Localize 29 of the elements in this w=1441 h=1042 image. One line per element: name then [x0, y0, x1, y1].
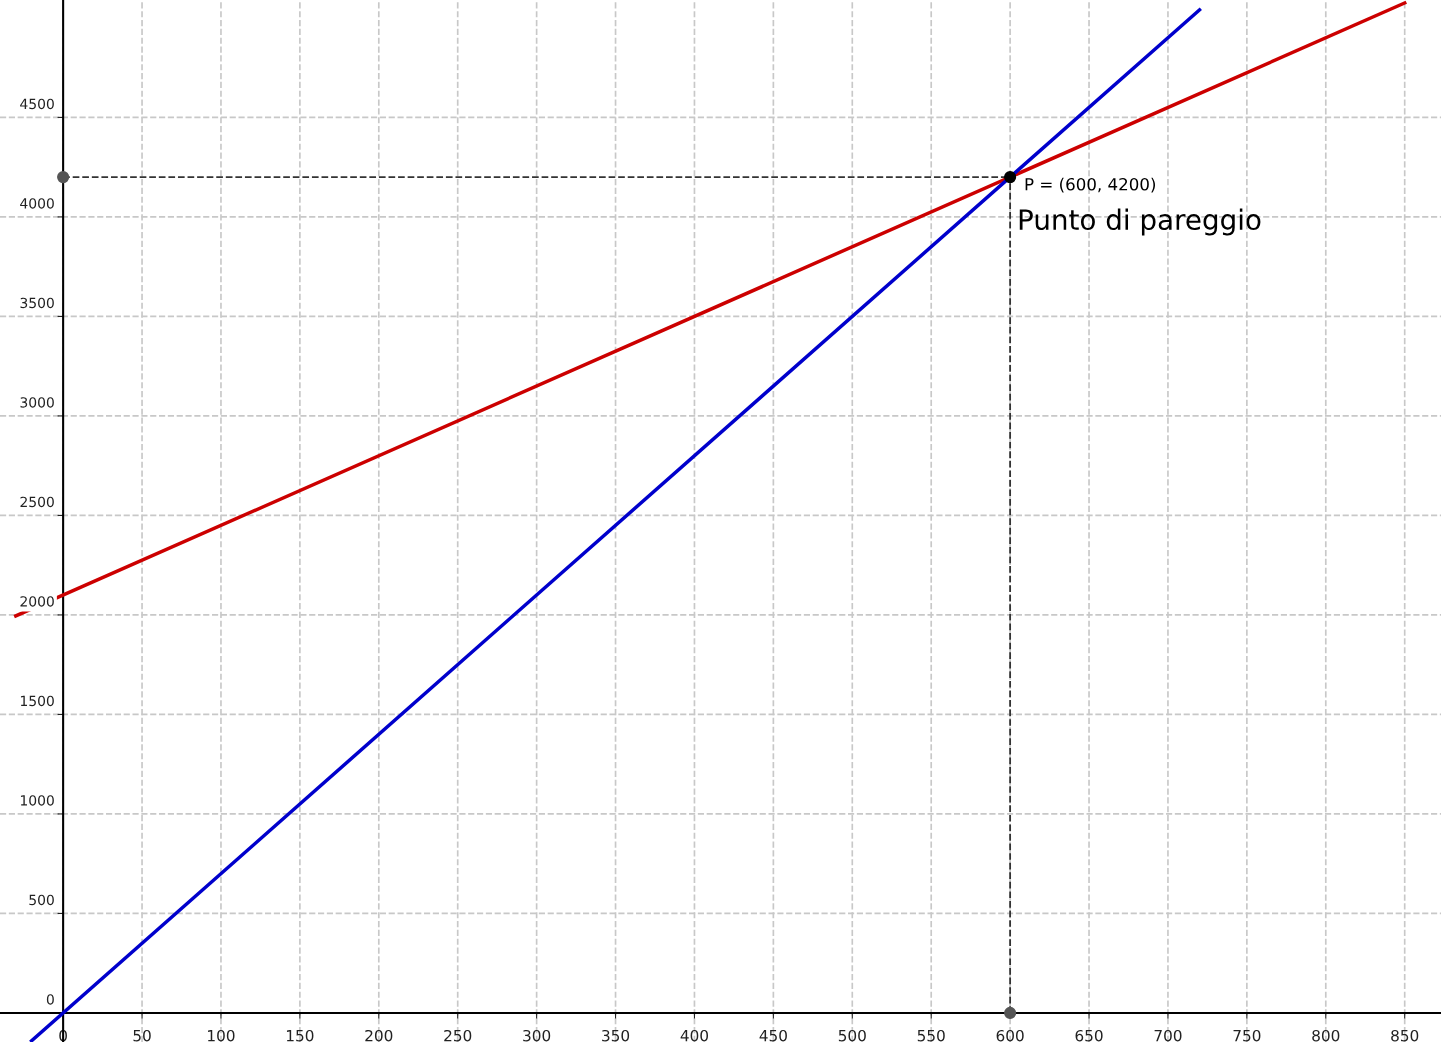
x-tick-label: 300	[523, 1029, 551, 1042]
x-tick-label: 600	[996, 1029, 1024, 1042]
annotation: P = (600, 4200)	[1025, 177, 1156, 193]
x-tick-label: 800	[1312, 1029, 1340, 1042]
y-tick-label: 1000	[20, 795, 54, 806]
x-tick-label: 850	[1391, 1029, 1419, 1042]
y-tick-label: 3000	[20, 397, 54, 408]
x-tick-label: 100	[208, 1029, 235, 1042]
y-tick-label: 3500	[20, 297, 54, 309]
x-tick-label: 700	[1154, 1029, 1182, 1042]
x-tick-label: 450	[759, 1029, 787, 1042]
x-tick-label: 50	[133, 1029, 151, 1042]
x-tick-label: 650	[1075, 1029, 1103, 1042]
y-tick-label: 500	[29, 894, 54, 906]
y-tick-label: 4500	[20, 98, 54, 110]
y-tick-label: 0	[46, 994, 54, 1005]
annotation: Punto di pareggio	[1019, 208, 1261, 236]
x-tick-label: 400	[680, 1029, 709, 1042]
x-tick-label: 250	[444, 1029, 472, 1042]
x-tick-label: 350	[602, 1029, 630, 1042]
y-tick-label: 2000	[20, 596, 54, 607]
x-tick-label: 750	[1233, 1029, 1261, 1042]
y-tick-label: 4000	[20, 198, 54, 209]
y-tick-label: 1500	[20, 695, 54, 707]
x-tick-label: 200	[365, 1029, 393, 1042]
x-tick-label: 550	[917, 1029, 945, 1042]
x-tick-label: 150	[286, 1029, 314, 1042]
y-tick-label: 2500	[20, 496, 54, 508]
x-tick-label: 500	[838, 1029, 866, 1042]
